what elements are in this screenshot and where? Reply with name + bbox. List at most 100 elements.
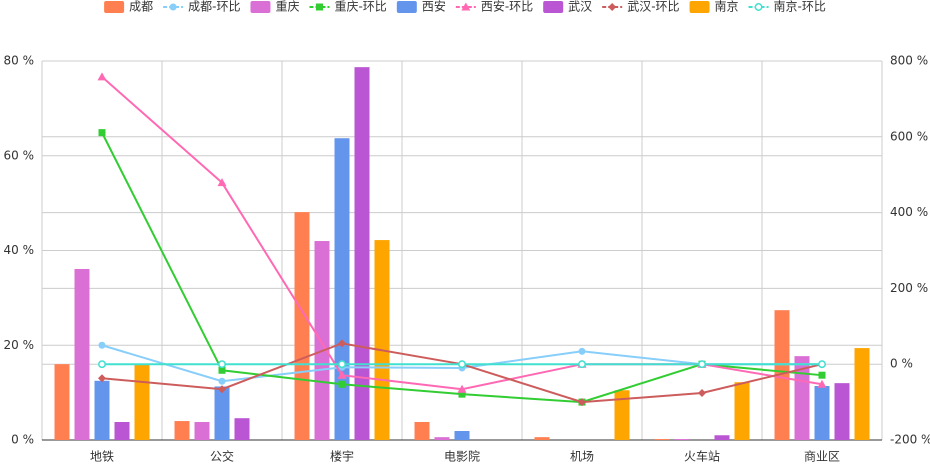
y2-tick-label: 400 %	[890, 205, 928, 219]
marker	[98, 129, 106, 137]
bar	[54, 364, 70, 440]
bar	[834, 383, 850, 440]
legend-item: 成都	[104, 0, 153, 14]
marker	[218, 377, 226, 385]
marker	[578, 360, 586, 369]
y-tick-label: 20 %	[4, 338, 35, 352]
marker	[608, 3, 617, 11]
bar	[414, 421, 430, 440]
bar	[314, 241, 330, 440]
legend-label: 西安-环比	[481, 0, 533, 14]
legend-swatch	[396, 1, 417, 13]
legend-label: 重庆	[275, 0, 299, 14]
x-tick-label: 地铁	[90, 450, 114, 464]
legend-item: 重庆-环比	[309, 0, 387, 14]
line-series	[101, 76, 823, 391]
legend-swatch	[250, 1, 271, 13]
marker	[337, 370, 347, 379]
legend-item: 西安	[396, 0, 446, 14]
bar	[294, 212, 310, 440]
y-tick-label: 40 %	[4, 243, 35, 257]
bar	[674, 439, 690, 440]
legend-label: 武汉	[568, 0, 592, 14]
bar	[794, 356, 810, 440]
y-tick-label: 0 %	[11, 433, 34, 447]
marker	[698, 360, 706, 369]
legend-label: 重庆-环比	[334, 0, 386, 14]
y-tick-label: 60 %	[4, 148, 35, 162]
bar	[814, 385, 830, 440]
marker	[98, 341, 106, 349]
marker	[217, 178, 227, 187]
legend-label: 武汉-环比	[627, 0, 679, 14]
y2-tick-label: 600 %	[890, 129, 928, 143]
marker	[458, 360, 466, 369]
y2-tick-label: -200 %	[890, 433, 930, 447]
y-tick-label: 80 %	[4, 54, 35, 68]
bar	[194, 421, 210, 440]
legend-item: 武汉	[543, 0, 592, 14]
bar	[74, 268, 90, 440]
legend-item: 成都-环比	[163, 0, 240, 14]
marker	[754, 3, 763, 11]
legend-label: 成都-环比	[188, 0, 240, 14]
marker	[97, 72, 107, 81]
legend-item: 南京	[689, 0, 739, 14]
legend-item: 西安-环比	[455, 0, 533, 14]
bar	[454, 430, 470, 440]
bar	[354, 67, 370, 440]
bar	[94, 380, 110, 440]
marker	[458, 390, 466, 398]
marker	[338, 339, 346, 348]
legend-swatch	[689, 1, 710, 13]
marker	[457, 384, 467, 393]
marker	[338, 360, 346, 369]
bar	[654, 439, 670, 440]
legend: 成都 成都-环比 重庆 重庆-环比 西安 西安-环比 武汉 武汉-环比 南京 南京-环比	[104, 0, 826, 14]
legend-swatch	[104, 1, 125, 13]
marker	[218, 360, 226, 369]
x-tick-label: 机场	[570, 450, 594, 464]
bar	[374, 240, 390, 440]
bar	[214, 386, 230, 440]
bar	[334, 138, 350, 440]
legend-label: 南京-环比	[774, 0, 826, 14]
x-tick-label: 楼宇	[330, 449, 354, 464]
y2-tick-label: 800 %	[890, 54, 928, 68]
bar	[774, 310, 790, 440]
legend-swatch	[543, 1, 564, 13]
bar	[234, 418, 250, 440]
legend-item: 重庆	[250, 0, 299, 14]
legend-item: 南京-环比	[748, 0, 826, 14]
marker	[98, 374, 106, 383]
marker	[169, 3, 177, 11]
bar	[434, 437, 450, 440]
legend-label: 西安	[422, 0, 446, 14]
legend-label: 成都	[129, 0, 153, 14]
marker	[461, 2, 471, 11]
bar	[534, 437, 550, 440]
marker	[218, 385, 226, 394]
marker	[315, 3, 323, 11]
marker	[818, 371, 826, 379]
marker	[818, 360, 826, 369]
x-tick-label: 商业区	[804, 449, 840, 464]
y2-tick-label: 0 %	[890, 357, 913, 371]
marker	[817, 379, 827, 388]
marker	[218, 366, 226, 374]
x-tick-label: 火车站	[684, 449, 720, 464]
bar	[114, 421, 130, 440]
y2-tick-label: 200 %	[890, 281, 928, 295]
x-tick-label: 公交	[210, 449, 234, 464]
legend-item: 武汉-环比	[602, 0, 680, 14]
marker	[578, 398, 586, 407]
x-tick-label: 电影院	[444, 450, 480, 464]
bar	[174, 421, 190, 440]
marker	[698, 389, 706, 398]
legend-label: 南京	[715, 0, 739, 14]
bar	[854, 348, 870, 440]
marker	[98, 360, 106, 369]
marker	[578, 347, 586, 355]
marker	[338, 380, 346, 388]
